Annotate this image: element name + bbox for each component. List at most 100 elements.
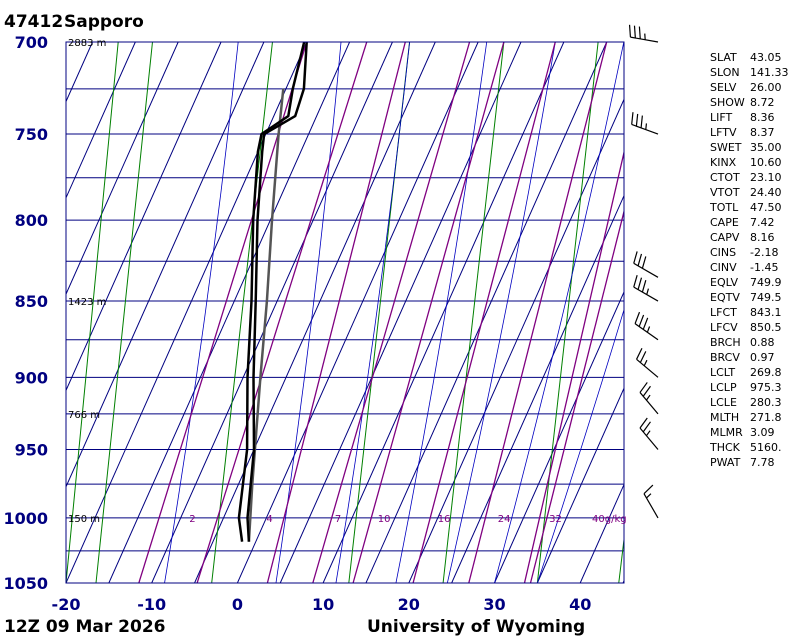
index-row: PWAT 7.78 (710, 455, 789, 470)
wind-barb-flag (637, 277, 643, 290)
index-value: 26.00 (750, 81, 782, 94)
credit-label: University of Wyoming (367, 617, 586, 637)
index-row: CTOT 23.10 (710, 170, 789, 185)
index-key: SELV (710, 81, 737, 94)
index-key: EQTV (710, 291, 740, 304)
wind-barb-flag (639, 351, 647, 363)
index-row: LFCV 850.5 (710, 320, 789, 335)
wind-barb-flag (639, 382, 648, 393)
wind-barb-half-flag (645, 394, 651, 401)
index-value: 850.5 (750, 321, 782, 334)
temperature-profile-line (246, 42, 308, 542)
isotherm-line (236, 42, 479, 583)
isotherm-line (579, 483, 624, 583)
index-row: LFTV 8.37 (710, 125, 789, 140)
isotherm-line (108, 42, 351, 583)
wind-barb-flag (628, 24, 632, 38)
index-value: 7.42 (750, 216, 775, 229)
pressure-tick-label: 950 (15, 440, 48, 459)
dewpoint-profile-line (237, 42, 306, 542)
temperature-tick-label: 40 (569, 595, 591, 614)
wind-barb-staff (634, 323, 659, 341)
index-value: 8.37 (750, 126, 775, 139)
index-row: THCK 5160. (710, 440, 789, 455)
wind-barb-flag (635, 113, 639, 127)
mixing-ratio-label: 2 (189, 514, 195, 525)
index-value: 24.40 (750, 186, 782, 199)
wind-barb (631, 112, 659, 135)
index-row: LCLP 975.3 (710, 380, 789, 395)
index-value: 749.9 (750, 276, 782, 289)
wind-barb-flag (641, 279, 647, 293)
index-value: 7.78 (750, 456, 775, 469)
index-key: LFTV (710, 126, 737, 139)
index-key: TOTL (710, 201, 739, 214)
wind-barb-flag (633, 251, 638, 264)
index-row: BRCH 0.88 (710, 335, 789, 350)
wind-barb-staff (630, 36, 659, 43)
wind-barb (633, 274, 659, 302)
isotherm-line (451, 194, 624, 583)
wind-barb (639, 417, 659, 450)
isotherm-line (365, 42, 608, 583)
wind-barb (634, 311, 659, 341)
index-row: SLON 141.33 (710, 65, 789, 80)
dry-adiabat-line (618, 535, 624, 583)
mixing-ratio-line (352, 42, 505, 583)
moist-adiabat-line (164, 42, 239, 583)
wind-barb (628, 24, 659, 43)
station-id: 47412 (4, 12, 64, 32)
index-row: TOTL 47.50 (710, 200, 789, 215)
index-row: SELV 26.00 (710, 80, 789, 95)
index-key: THCK (710, 441, 740, 454)
index-key: SLON (710, 66, 740, 79)
index-value: 271.8 (750, 411, 782, 424)
index-row: SLAT 43.05 (710, 50, 789, 65)
mixing-ratio-label: 7 (335, 514, 341, 525)
index-value: 10.60 (750, 156, 782, 169)
mixing-ratio-label: 10 (378, 514, 391, 525)
dry-adiabat-line (536, 42, 599, 583)
index-row: BRCV 0.97 (710, 350, 789, 365)
isotherm-line (66, 42, 93, 103)
wind-barb-flag (638, 314, 645, 327)
isotherm-line (0, 42, 7, 583)
index-value: 35.00 (750, 141, 782, 154)
dry-adiabat-line (442, 42, 505, 583)
isotherm-line (151, 42, 393, 583)
index-value: 0.88 (750, 336, 775, 349)
index-value: 269.8 (750, 366, 782, 379)
temperature-tick-label: -10 (137, 595, 166, 614)
index-key: LCLT (710, 366, 736, 379)
temperature-tick-label: 20 (398, 595, 420, 614)
isotherm-line (322, 42, 565, 583)
mixing-ratio-line (312, 42, 471, 583)
height-label: 1423 m (68, 297, 106, 308)
mixing-ratio-line (266, 42, 406, 583)
wind-barb-staff (633, 286, 659, 302)
isotherm-line (66, 42, 222, 392)
mixing-ratio-label: 4 (266, 514, 272, 525)
moist-adiabat-line (335, 42, 410, 583)
index-row: MLTH 271.8 (710, 410, 789, 425)
index-value: 0.97 (750, 351, 775, 364)
temperature-tick-label: 30 (483, 595, 505, 614)
index-key: CAPE (710, 216, 739, 229)
isotherm-line (194, 42, 436, 583)
isotherm-line (0, 42, 50, 583)
index-value: 3.09 (750, 426, 775, 439)
index-key: LFCV (710, 321, 738, 334)
temperature-tick-label: -20 (52, 595, 81, 614)
index-value: 280.3 (750, 396, 782, 409)
plot-area (0, 42, 624, 583)
index-value: -1.45 (750, 261, 779, 274)
index-key: SWET (710, 141, 742, 154)
height-label: 766 m (68, 410, 100, 421)
wind-barb-half-flag (645, 430, 651, 437)
isotherm-line (66, 42, 179, 296)
wind-barb-flag (643, 484, 654, 495)
wind-barb-half-flag (643, 359, 648, 367)
index-row: LFCT 843.1 (710, 305, 789, 320)
